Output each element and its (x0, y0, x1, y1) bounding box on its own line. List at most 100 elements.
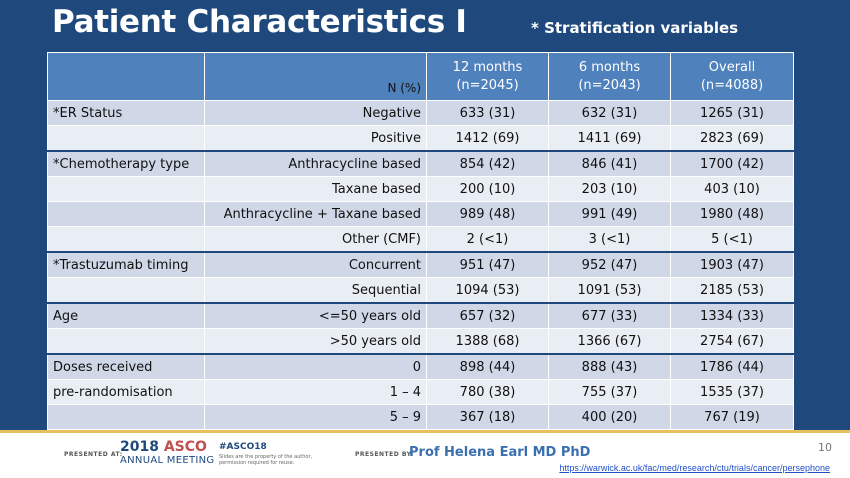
value-6-months-cell: 1411 (69) (548, 125, 671, 152)
slide-subtitle: * Stratification variables (531, 19, 739, 37)
value-12-months-cell: 657 (32) (426, 302, 549, 329)
category-cell: Concurrent (204, 251, 427, 278)
value-6-months-cell: 203 (10) (548, 176, 671, 202)
value-6-months-cell: 400 (20) (548, 404, 671, 430)
meeting-brand: ASCO (163, 439, 207, 455)
category-cell: >50 years old (204, 328, 427, 355)
table-header-row: N (%) 12 months (n=2045) 6 months (n=204… (47, 52, 794, 101)
variable-cell: *Trastuzumab timing (47, 251, 205, 278)
value-12-months-cell: 1388 (68) (426, 328, 549, 355)
footer-divider (0, 430, 850, 433)
header-12-months-title: 12 months (452, 59, 523, 75)
value-12-months-cell: 898 (44) (426, 353, 549, 380)
presented-at-label: PRESENTED AT: (64, 451, 123, 458)
category-cell: 1 – 4 (204, 379, 427, 405)
table-row: Anthracycline + Taxane based 989 (48) 991 … (47, 201, 794, 227)
copyright-notice: Slides are the property of the author, p… (219, 454, 313, 466)
variable-cell: *ER Status (47, 100, 205, 126)
value-6-months-cell: 677 (33) (548, 302, 671, 329)
header-overall-n: (n=4088) (700, 77, 764, 93)
table-row: 5 – 9 367 (18) 400 (20) 767 (19) (47, 404, 794, 430)
slide-title: Patient Characteristics I (52, 4, 467, 40)
variable-cell: Doses received (47, 353, 205, 380)
value-overall-cell: 1980 (48) (670, 201, 794, 227)
variable-cell: *Chemotherapy type (47, 150, 205, 177)
presenter-name: Prof Helena Earl MD PhD (409, 445, 591, 460)
value-12-months-cell: 200 (10) (426, 176, 549, 202)
value-12-months-cell: 2 (<1) (426, 226, 549, 253)
table-row: Other (CMF) 2 (<1) 3 (<1) 5 (<1) (47, 226, 794, 253)
category-cell: Negative (204, 100, 427, 126)
value-overall-cell: 1786 (44) (670, 353, 794, 380)
value-12-months-cell: 1412 (69) (426, 125, 549, 152)
table-row: *Chemotherapy type Anthracycline based 854… (47, 150, 794, 177)
table-row: Taxane based 200 (10) 203 (10) 403 (10) (47, 176, 794, 202)
value-12-months-cell: 1094 (53) (426, 277, 549, 304)
value-6-months-cell: 991 (49) (548, 201, 671, 227)
value-overall-cell: 1334 (33) (670, 302, 794, 329)
value-6-months-cell: 3 (<1) (548, 226, 671, 253)
category-cell: Sequential (204, 277, 427, 304)
value-overall-cell: 767 (19) (670, 404, 794, 430)
value-6-months-cell: 888 (43) (548, 353, 671, 380)
table-row: Positive 1412 (69) 1411 (69) 2823 (69) (47, 125, 794, 152)
presented-by-label: PRESENTED BY: (355, 451, 414, 458)
hashtag: #ASCO18 (219, 442, 267, 452)
value-6-months-cell: 1366 (67) (548, 328, 671, 355)
value-overall-cell: 403 (10) (670, 176, 794, 202)
variable-cell (47, 277, 205, 304)
header-overall: Overall (n=4088) (670, 52, 794, 101)
table-row: Doses received 0 898 (44) 888 (43) 1786 (44) (47, 353, 794, 380)
value-12-months-cell: 989 (48) (426, 201, 549, 227)
table-row: pre-randomisation 1 – 4 780 (38) 755 (37) 15… (47, 379, 794, 405)
variable-cell (47, 404, 205, 430)
header-n-label: N (%) (204, 52, 427, 101)
trial-url-link[interactable]: https://warwick.ac.uk/fac/med/research/c… (559, 463, 830, 473)
category-cell: 5 – 9 (204, 404, 427, 430)
value-12-months-cell: 951 (47) (426, 251, 549, 278)
value-12-months-cell: 367 (18) (426, 404, 549, 430)
category-cell: Taxane based (204, 176, 427, 202)
category-cell: Positive (204, 125, 427, 152)
variable-cell (47, 176, 205, 202)
value-6-months-cell: 632 (31) (548, 100, 671, 126)
category-cell: Anthracycline based (204, 150, 427, 177)
header-6-months-n: (n=2043) (578, 77, 641, 93)
category-cell: Other (CMF) (204, 226, 427, 253)
meeting-name: ANNUAL MEETING (120, 455, 215, 466)
variable-cell: Age (47, 302, 205, 329)
value-overall-cell: 1903 (47) (670, 251, 794, 278)
header-empty-cell (47, 52, 205, 101)
variable-cell (47, 201, 205, 227)
value-overall-cell: 5 (<1) (670, 226, 794, 253)
value-overall-cell: 2823 (69) (670, 125, 794, 152)
value-6-months-cell: 952 (47) (548, 251, 671, 278)
table-row: Age <=50 years old 657 (32) 677 (33) 1334 (3… (47, 302, 794, 329)
table-row: *ER Status Negative 633 (31) 632 (31) 1265 (… (47, 100, 794, 126)
header-12-months: 12 months (n=2045) (426, 52, 549, 101)
header-12-months-n: (n=2045) (456, 77, 519, 93)
category-cell: <=50 years old (204, 302, 427, 329)
value-overall-cell: 2754 (67) (670, 328, 794, 355)
header-6-months-title: 6 months (578, 59, 641, 75)
value-overall-cell: 2185 (53) (670, 277, 794, 304)
value-12-months-cell: 780 (38) (426, 379, 549, 405)
table-row: *Trastuzumab timing Concurrent 951 (47) 952… (47, 251, 794, 278)
header-6-months: 6 months (n=2043) (548, 52, 671, 101)
value-12-months-cell: 633 (31) (426, 100, 549, 126)
table-row: Sequential 1094 (53) 1091 (53) 2185 (53) (47, 277, 794, 304)
slide-area: Patient Characteristics I * Stratificati… (0, 0, 850, 430)
characteristics-table: N (%) 12 months (n=2045) 6 months (n=204… (47, 52, 794, 430)
category-cell: Anthracycline + Taxane based (204, 201, 427, 227)
category-cell: 0 (204, 353, 427, 380)
variable-cell (47, 125, 205, 152)
asco-logo: 2018 ASCO ANNUAL MEETING (120, 439, 215, 467)
value-6-months-cell: 846 (41) (548, 150, 671, 177)
value-6-months-cell: 1091 (53) (548, 277, 671, 304)
value-6-months-cell: 755 (37) (548, 379, 671, 405)
variable-cell (47, 328, 205, 355)
value-12-months-cell: 854 (42) (426, 150, 549, 177)
variable-cell: pre-randomisation (47, 379, 205, 405)
value-overall-cell: 1265 (31) (670, 100, 794, 126)
meeting-year: 2018 (120, 439, 159, 455)
